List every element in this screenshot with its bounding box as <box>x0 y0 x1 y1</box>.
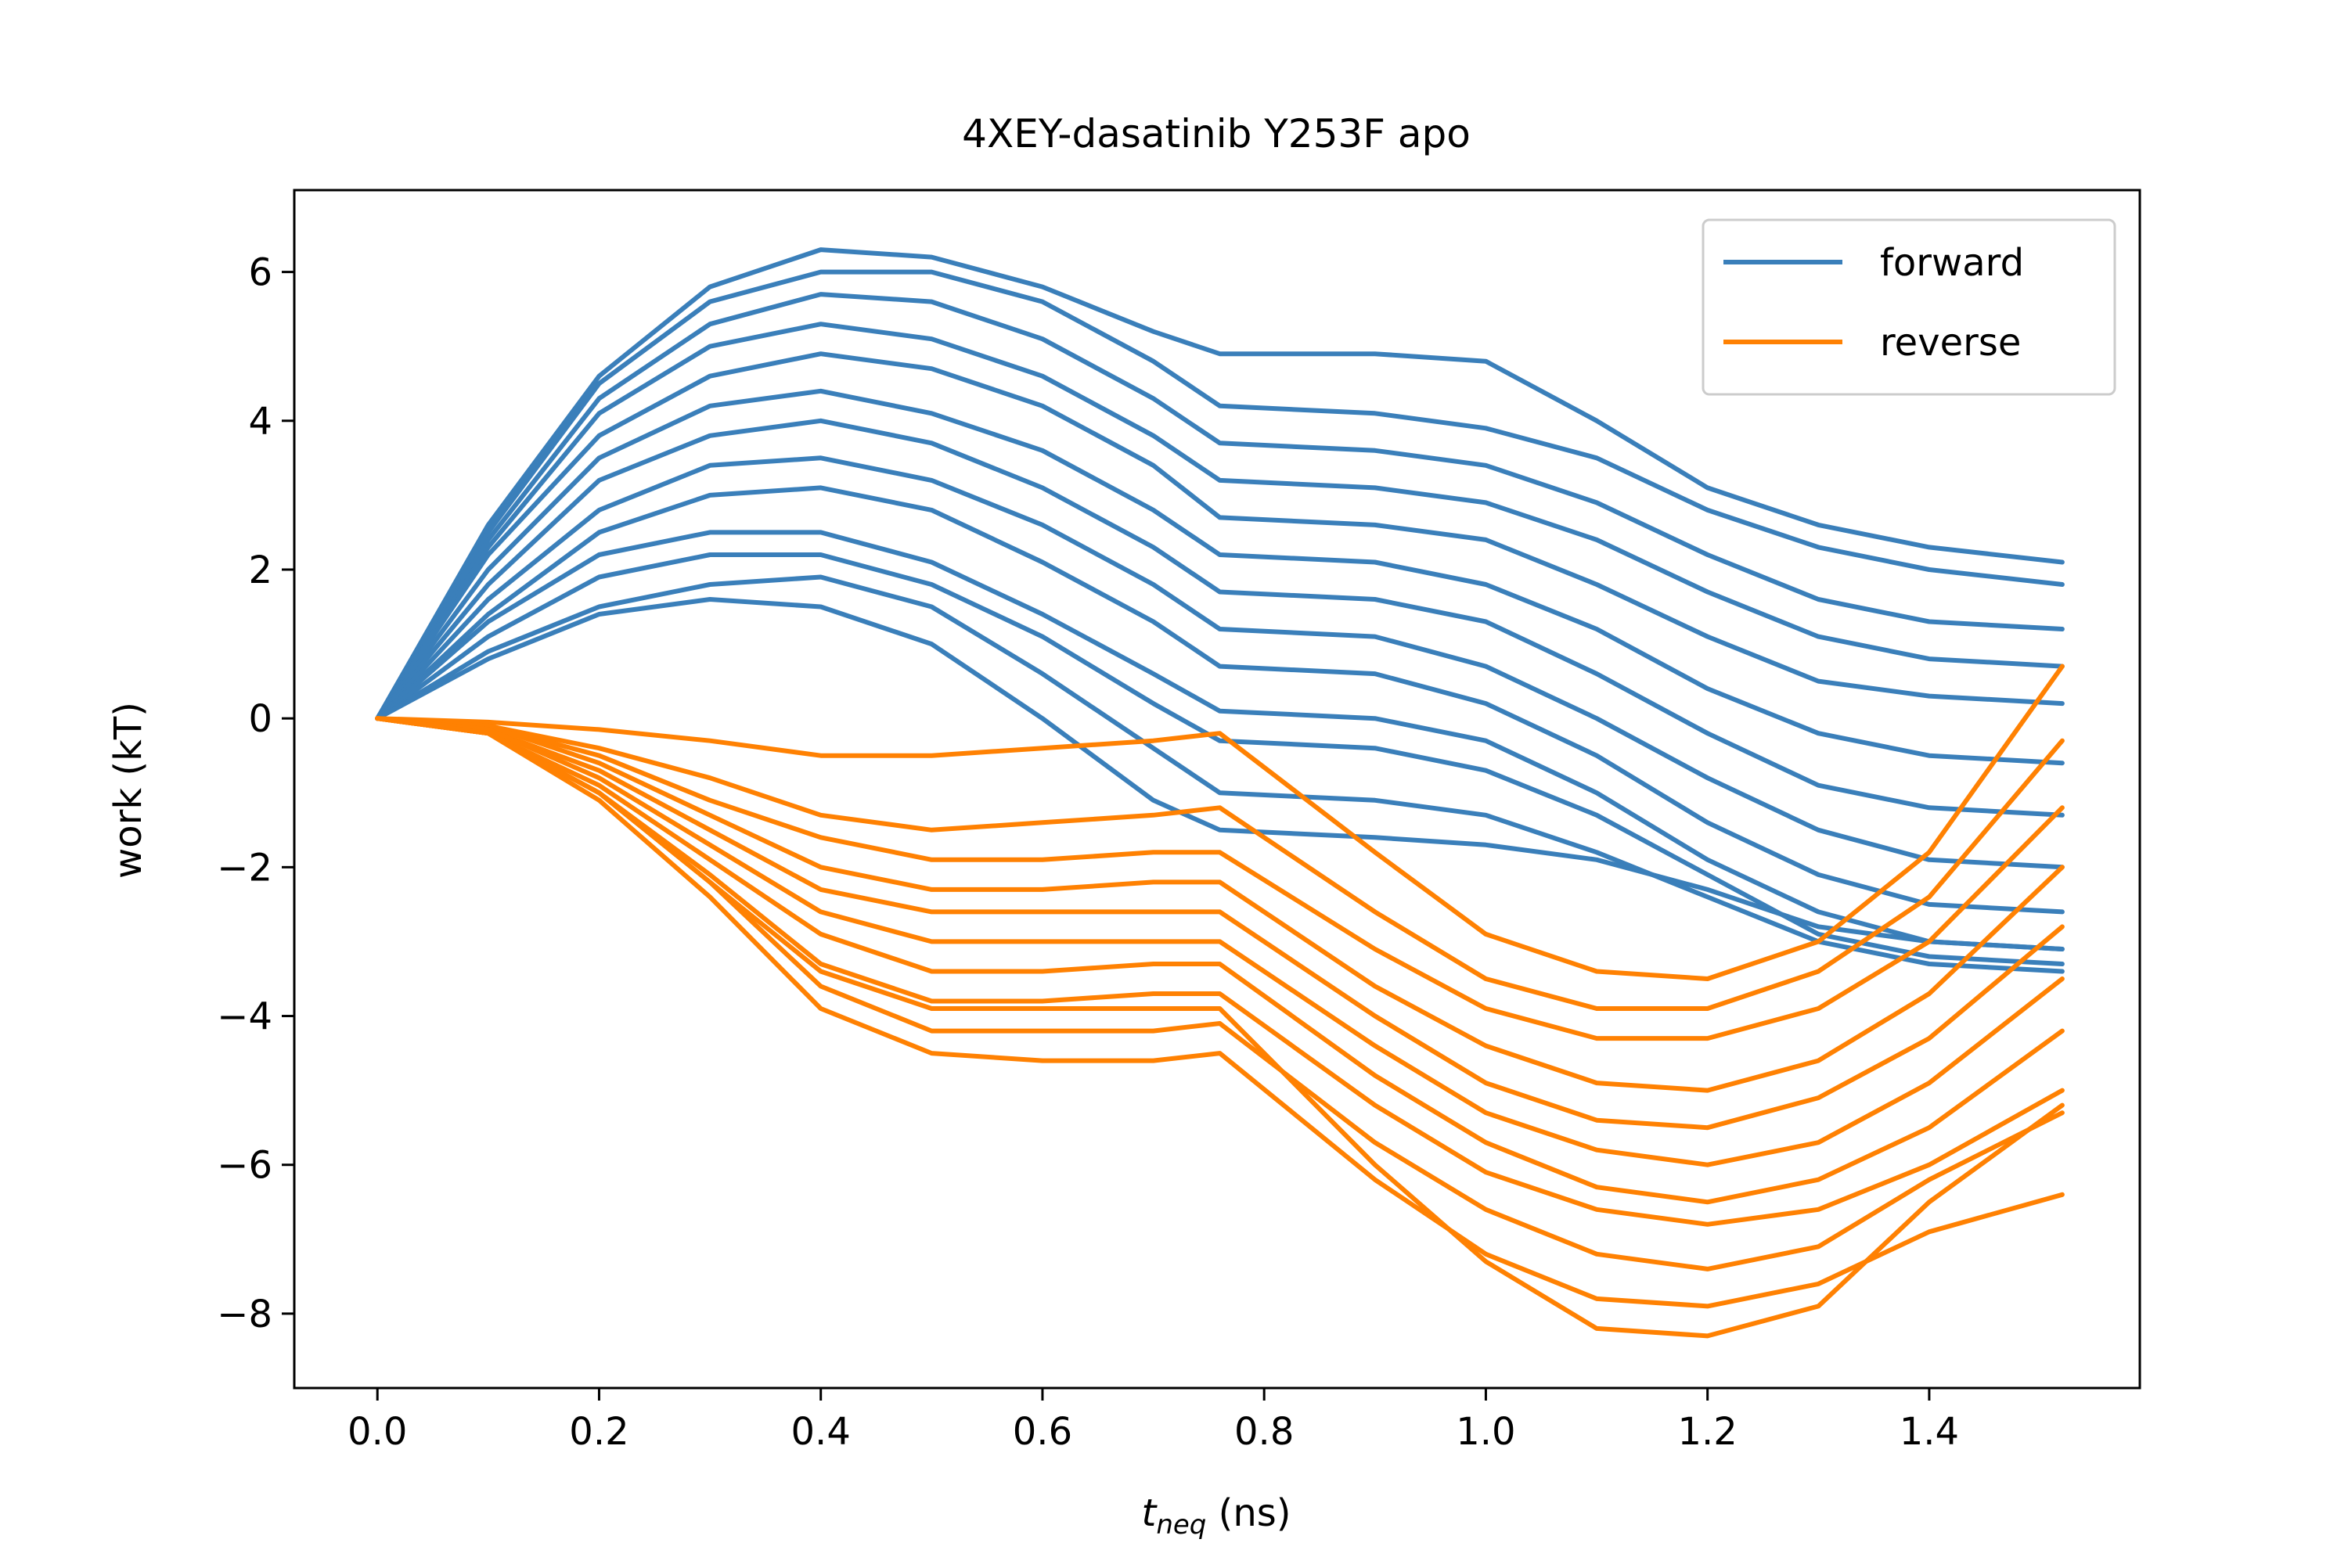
y-tick-label: −2 <box>217 846 272 890</box>
forward-trajectory-line <box>375 322 2065 721</box>
plot-frame <box>293 189 2141 1390</box>
reverse-trajectory-line <box>375 716 2065 1011</box>
y-axis-ticks: 6 4 2 0 −2 −4 −6 −8 <box>217 251 294 1336</box>
x-axis-label-unit: (ns) <box>1206 1491 1291 1535</box>
x-tick-label: 1.2 <box>1678 1410 1738 1454</box>
y-tick-label: 0 <box>248 697 272 741</box>
forward-trajectory-line <box>375 552 2065 966</box>
forward-trajectory-line <box>375 351 2065 721</box>
forward-trajectory-line <box>375 269 2065 721</box>
series-forward <box>375 247 2065 974</box>
x-tick-label: 0.8 <box>1234 1410 1294 1454</box>
x-axis-label-main: t <box>1141 1491 1158 1535</box>
chart-title: 4XEY-dasatinib Y253F apo <box>962 111 1471 156</box>
forward-trajectory-line <box>375 597 2065 951</box>
forward-trajectory-line <box>375 485 2065 915</box>
x-tick-label: 0.0 <box>348 1410 407 1454</box>
x-tick-label: 0.2 <box>569 1410 628 1454</box>
legend: forward reverse <box>1702 218 2116 396</box>
x-tick-label: 1.0 <box>1456 1410 1515 1454</box>
x-tick-label: 0.6 <box>1013 1410 1072 1454</box>
x-axis-label-subscript: neq <box>1156 1509 1206 1541</box>
x-axis-ticks: 0.0 0.2 0.4 0.6 0.8 1.0 1.2 1.4 <box>348 1388 1959 1454</box>
forward-trajectory-line <box>375 247 2065 721</box>
reverse-trajectory-line <box>375 716 2065 1339</box>
x-tick-label: 1.4 <box>1900 1410 1959 1454</box>
legend-reverse-label: reverse <box>1880 321 2021 365</box>
forward-trajectory-line <box>375 418 2065 818</box>
forward-trajectory-line <box>375 292 2065 721</box>
reverse-trajectory-line <box>375 716 2065 1131</box>
plot-lines <box>375 247 2065 1339</box>
forward-trajectory-line <box>375 530 2065 951</box>
reverse-trajectory-line <box>375 716 2065 1205</box>
reverse-trajectory-line <box>375 716 2065 1227</box>
y-tick-label: −8 <box>217 1293 272 1336</box>
legend-forward-label: forward <box>1880 241 2024 285</box>
reverse-trajectory-line <box>375 716 2065 1309</box>
forward-trajectory-line <box>375 455 2065 870</box>
x-tick-label: 0.4 <box>791 1410 851 1454</box>
forward-trajectory-line <box>375 574 2065 974</box>
x-axis-label: tneq (ns) <box>1141 1491 1291 1541</box>
y-axis-label: work (kT) <box>106 702 150 879</box>
reverse-trajectory-line <box>375 716 2065 1041</box>
y-tick-label: 2 <box>248 548 272 592</box>
forward-trajectory-line <box>375 388 2065 766</box>
reverse-trajectory-line <box>375 716 2065 1093</box>
y-tick-label: −6 <box>217 1144 272 1188</box>
y-tick-label: −4 <box>217 995 272 1039</box>
series-reverse <box>375 664 2065 1339</box>
reverse-trajectory-line <box>375 716 2065 1167</box>
reverse-trajectory-line <box>375 664 2065 981</box>
y-tick-label: 6 <box>248 251 272 295</box>
y-tick-label: 4 <box>248 400 272 444</box>
